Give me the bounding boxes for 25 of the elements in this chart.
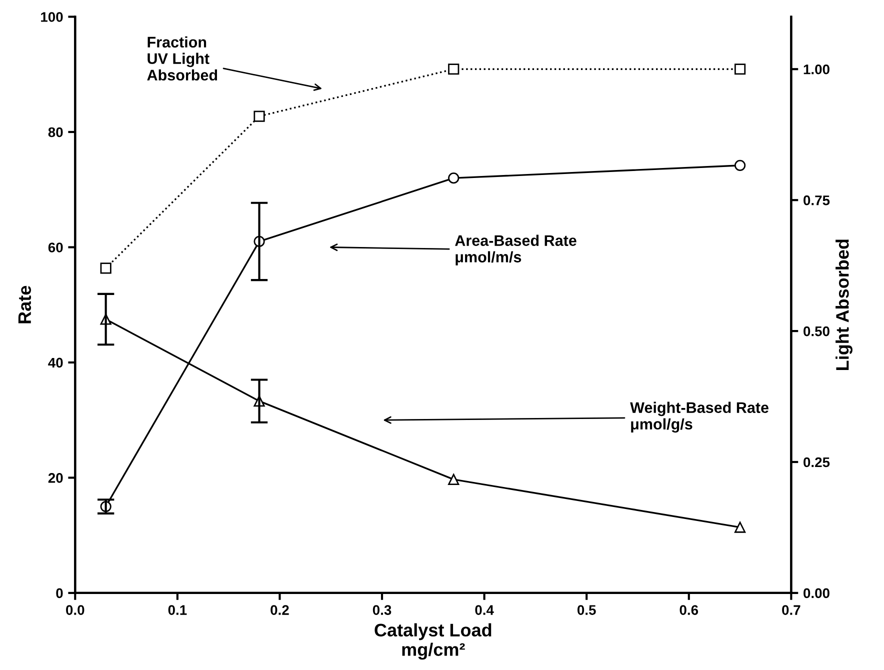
y2-tick-label: 0.50 <box>804 326 830 336</box>
x-axis-title: Catalyst Load mg/cm² <box>374 623 492 660</box>
y-tick-label: 20 <box>48 473 63 483</box>
y-tick-label: 60 <box>48 242 63 252</box>
y2-tick-label: 0.00 <box>804 588 830 598</box>
annotation: Fraction UV Light Absorbed <box>147 36 218 81</box>
x-tick-label: 0.2 <box>270 605 289 615</box>
y2-tick-label: 0.75 <box>804 195 830 206</box>
x-tick-label: 0.4 <box>475 605 494 615</box>
y2-axis-title: Light Absorbed <box>836 240 852 370</box>
y2-tick-label: 0.25 <box>804 457 830 468</box>
x-tick-label: 0.1 <box>168 605 187 615</box>
y-tick-label: 80 <box>48 127 63 138</box>
y-tick-label: 100 <box>41 12 63 22</box>
x-tick-label: 0.0 <box>66 605 84 615</box>
x-tick-label: 0.6 <box>680 605 698 615</box>
annotation: Area-Based Rate μmol/m/s <box>455 234 576 266</box>
y-tick-label: 0 <box>56 588 63 598</box>
x-tick-label: 0.7 <box>782 605 800 615</box>
annotation: Weight-Based Rate μmol/g/s <box>630 402 768 433</box>
y-tick-label: 40 <box>48 358 63 368</box>
y2-tick-label: 1.00 <box>804 64 830 74</box>
y-axis-title: Rate <box>18 286 32 324</box>
x-tick-label: 0.3 <box>372 605 392 615</box>
x-tick-label: 0.5 <box>577 605 596 615</box>
